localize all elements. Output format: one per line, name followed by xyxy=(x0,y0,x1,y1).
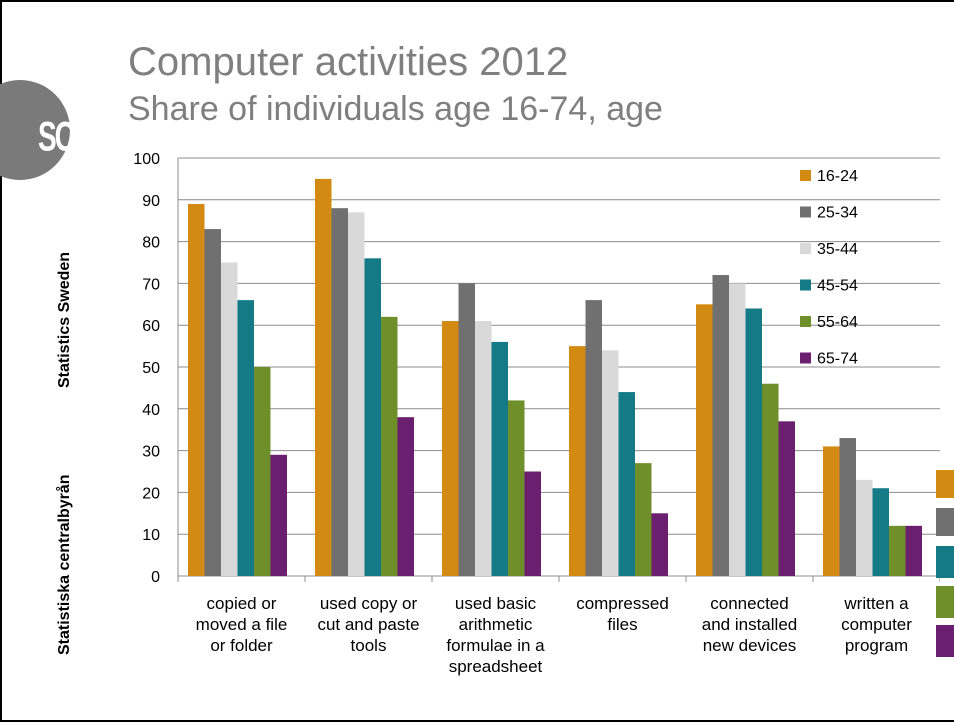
side-text-statistiska-centralbyran: Statistiska centralbyrån xyxy=(56,474,73,655)
legend-swatch-45-54 xyxy=(800,279,811,291)
x-tick-label: used basic xyxy=(455,594,537,613)
x-tick-label: or folder xyxy=(210,636,273,655)
x-tick-label: program xyxy=(845,636,908,655)
deco-swatch-gray xyxy=(936,508,954,536)
x-tick-label: copied or xyxy=(207,594,277,613)
slide-border-bottom xyxy=(0,720,954,722)
bar-55-64-0 xyxy=(254,367,271,576)
bar-45-54-3 xyxy=(618,392,635,576)
bar-35-44-3 xyxy=(602,350,619,576)
deco-swatch-purple xyxy=(936,625,954,657)
bar-35-44-5 xyxy=(856,479,873,576)
x-tick-label: computer xyxy=(841,615,912,634)
bar-35-44-4 xyxy=(729,283,746,576)
y-tick-label: 0 xyxy=(151,569,160,586)
bar-16-24-0 xyxy=(188,203,205,577)
bar-55-64-1 xyxy=(381,316,398,576)
bar-16-24-4 xyxy=(696,304,713,576)
bar-55-64-4 xyxy=(762,383,779,576)
bar-25-34-0 xyxy=(204,229,221,576)
y-tick-label: 30 xyxy=(142,444,160,461)
bar-35-44-0 xyxy=(221,262,238,576)
legend-swatch-16-24 xyxy=(800,170,811,181)
deco-swatch-green xyxy=(936,586,954,618)
bar-45-54-5 xyxy=(872,488,889,576)
x-tick-label: and installed xyxy=(702,615,797,634)
bar-65-74-1 xyxy=(397,417,414,576)
bar-25-34-3 xyxy=(585,300,602,576)
deco-swatch-orange xyxy=(936,470,954,498)
x-tick-label: arithmetic xyxy=(459,615,533,634)
y-tick-label: 80 xyxy=(142,235,160,252)
bar-35-44-2 xyxy=(475,321,492,576)
legend-label-25-34: 25-34 xyxy=(817,205,858,222)
legend-label-16-24: 16-24 xyxy=(817,168,858,185)
bar-65-74-5 xyxy=(905,525,922,576)
bar-65-74-2 xyxy=(524,471,541,576)
x-tick-label: new devices xyxy=(703,636,797,655)
side-text-statistics-sweden: Statistics Sweden xyxy=(56,251,73,388)
bar-45-54-0 xyxy=(237,300,254,576)
x-tick-label: written a xyxy=(843,594,909,613)
bar-65-74-0 xyxy=(270,454,287,576)
y-tick-label: 100 xyxy=(133,151,160,168)
x-tick-label: formulae in a xyxy=(446,636,545,655)
x-tick-label: cut and paste xyxy=(317,615,419,634)
legend-swatch-55-64 xyxy=(800,316,811,327)
x-tick-label: moved a file xyxy=(196,615,288,634)
bar-55-64-2 xyxy=(508,400,525,576)
y-tick-label: 10 xyxy=(142,527,160,544)
bar-45-54-1 xyxy=(364,258,381,576)
slide-subtitle: Share of individuals age 16-74, age xyxy=(128,90,663,128)
legend-label-65-74: 65-74 xyxy=(817,351,858,368)
bar-55-64-5 xyxy=(889,525,906,576)
bar-16-24-3 xyxy=(569,346,586,576)
x-tick-label: compressed xyxy=(576,594,669,613)
bar-65-74-3 xyxy=(651,513,668,576)
y-tick-label: 50 xyxy=(142,360,160,377)
x-tick-label: spreadsheet xyxy=(449,657,543,676)
bar-45-54-2 xyxy=(491,341,508,576)
legend-label-35-44: 35-44 xyxy=(817,241,858,258)
legend-swatch-35-44 xyxy=(800,243,811,254)
x-tick-label: connected xyxy=(710,594,788,613)
y-tick-label: 40 xyxy=(142,402,160,419)
slide-border-top xyxy=(0,0,954,2)
bar-55-64-3 xyxy=(635,463,652,576)
legend-swatch-25-34 xyxy=(800,206,811,218)
y-tick-label: 70 xyxy=(142,276,160,293)
bar-25-34-4 xyxy=(712,275,729,576)
deco-swatch-teal xyxy=(936,546,954,578)
bar-25-34-1 xyxy=(331,208,348,576)
legend-label-55-64: 55-64 xyxy=(817,314,858,331)
x-tick-label: files xyxy=(607,615,637,634)
bar-45-54-4 xyxy=(745,308,762,576)
bar-16-24-1 xyxy=(315,178,332,576)
slide-title: Computer activities 2012 xyxy=(128,40,569,84)
y-tick-label: 20 xyxy=(142,485,160,502)
y-tick-label: 90 xyxy=(142,193,160,210)
scb-logo-text: SCB xyxy=(38,113,93,160)
bar-16-24-5 xyxy=(823,446,840,576)
legend-swatch-65-74 xyxy=(800,352,811,364)
bar-25-34-5 xyxy=(839,438,856,576)
x-tick-label: tools xyxy=(351,636,387,655)
bar-16-24-2 xyxy=(442,321,459,576)
slide-border-left xyxy=(0,0,2,722)
bar-chart: 0 10 20 30 40 50 60 70 80 90 100 copied or moved a f… xyxy=(133,151,940,676)
x-tick-label: used copy or xyxy=(320,594,418,613)
bar-25-34-2 xyxy=(458,283,475,576)
bar-35-44-1 xyxy=(348,212,365,576)
bar-65-74-4 xyxy=(778,421,795,576)
y-tick-label: 60 xyxy=(142,318,160,335)
legend-label-45-54: 45-54 xyxy=(817,278,858,295)
